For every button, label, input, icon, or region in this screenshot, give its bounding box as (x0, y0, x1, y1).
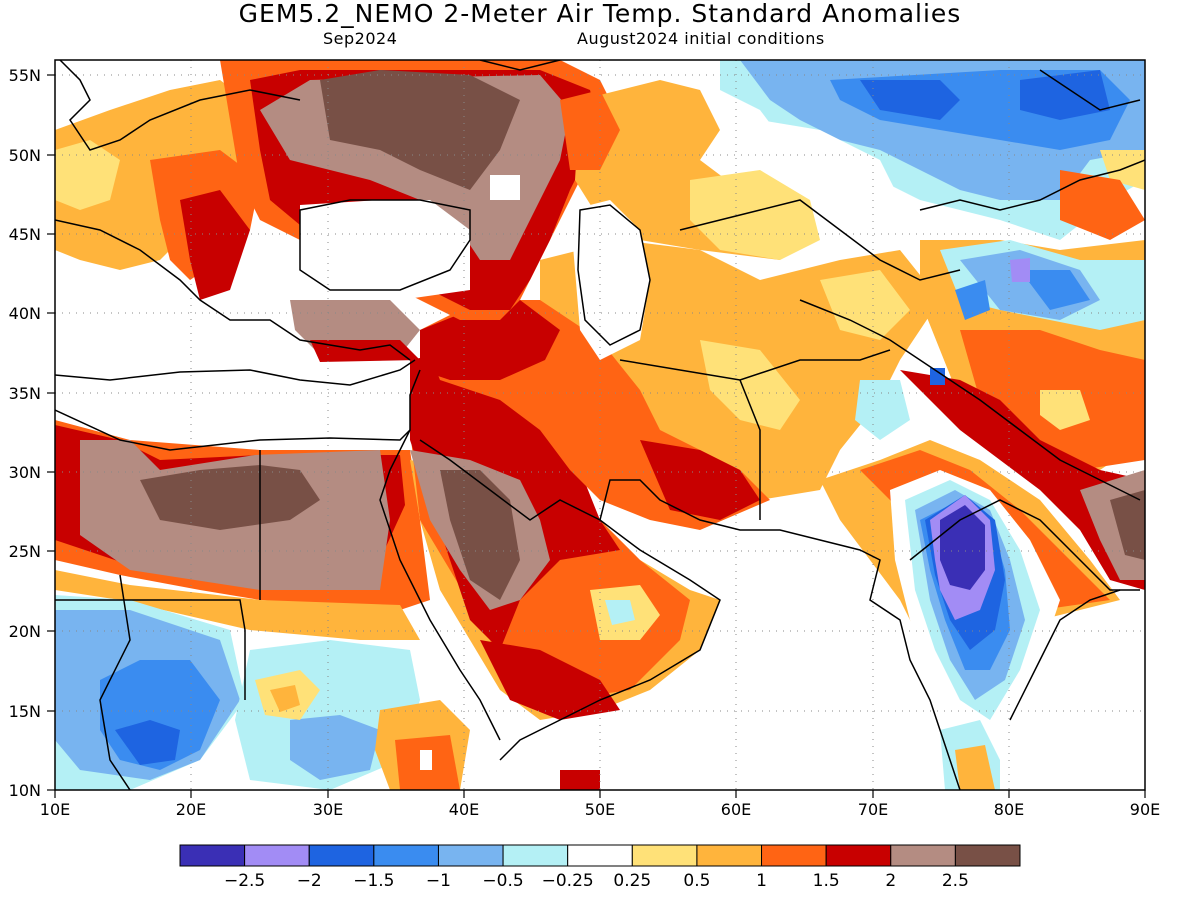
anomaly-region (490, 175, 520, 200)
anomaly-region (55, 570, 420, 640)
anomaly-region (180, 190, 250, 300)
axis-ticks (47, 74, 1146, 798)
anomaly-region (560, 770, 600, 790)
anomaly-region (955, 745, 995, 790)
colorbar-label: −1.5 (353, 871, 394, 891)
anomaly-region (270, 685, 300, 712)
anomaly-region (1020, 70, 1110, 120)
anomaly-region (955, 280, 990, 320)
anomaly-region (115, 720, 180, 765)
colorbar-swatch (244, 844, 310, 867)
colorbar-label: −2.5 (224, 871, 265, 891)
lat-tick-label: 50N (9, 146, 41, 165)
lon-tick-label: 50E (585, 800, 615, 819)
lon-tick-label: 60E (721, 800, 751, 819)
lat-tick-label: 20N (9, 622, 41, 641)
colorbar-label: 1.5 (813, 871, 840, 891)
anomaly-region (700, 340, 800, 430)
anomaly-region (290, 715, 380, 780)
anomaly-region (570, 200, 650, 360)
plot-title: GEM5.2_NEMO 2-Meter Air Temp. Standard A… (238, 0, 962, 28)
anomaly-region (420, 750, 432, 770)
colorbar: −2.5 −2 −1.5 −1 −0.5 −0.25 0.25 0.5 1 1.5 2 2.5 (179, 844, 1021, 891)
colorbar-swatch (308, 844, 375, 867)
lon-tick-label: 30E (313, 800, 343, 819)
anomaly-region (420, 300, 560, 380)
anomaly-region (690, 170, 820, 260)
colorbar-swatch (631, 844, 698, 867)
anomaly-region (560, 90, 620, 170)
anomaly-field (55, 60, 1145, 790)
anomaly-region (820, 270, 910, 340)
colorbar-label: −0.25 (542, 871, 594, 891)
lon-tick-label: 40E (449, 800, 479, 819)
colorbar-label: 2 (885, 871, 896, 891)
initial-conditions: August2024 initial conditions (577, 29, 825, 48)
anomaly-region (440, 470, 520, 600)
lat-tick-label: 35N (9, 384, 41, 403)
lon-tick-label: 70E (858, 800, 888, 819)
colorbar-swatch (696, 844, 763, 867)
anomaly-region (300, 200, 470, 300)
lon-tick-label: 10E (40, 800, 70, 819)
anomaly-region (1010, 258, 1030, 282)
anomaly-region (860, 80, 960, 120)
anomaly-region (760, 120, 900, 220)
anomaly-region (1020, 270, 1090, 310)
lat-tick-label: 10N (9, 781, 41, 800)
colorbar-swatch (567, 844, 633, 867)
lon-tick-label: 80E (994, 800, 1024, 819)
colorbar-swatch (437, 844, 504, 867)
colorbar-swatch (825, 844, 892, 867)
anomaly-region (320, 70, 520, 190)
anomaly-region (900, 370, 1145, 590)
anomaly-region (1110, 490, 1145, 560)
lat-tick-label: 45N (9, 225, 41, 244)
colorbar-label: −2 (297, 871, 322, 891)
anomaly-region (930, 368, 945, 385)
forecast-month: Sep2024 (323, 29, 398, 48)
colorbar-label: 1 (756, 871, 767, 891)
anomaly-region (1060, 170, 1145, 240)
coastlines (55, 60, 1145, 790)
anomaly-region (640, 440, 760, 520)
anomaly-region (1040, 390, 1090, 430)
lat-tick-label: 40N (9, 304, 41, 323)
lat-tick-label: 15N (9, 702, 41, 721)
lat-tick-label: 55N (9, 66, 41, 85)
lat-tick-label: 30N (9, 463, 41, 482)
lon-tick-label: 90E (1130, 800, 1160, 819)
colorbar-label: 2.5 (942, 871, 969, 891)
colorbar-label: 0.5 (683, 871, 710, 891)
anomaly-region (605, 600, 635, 625)
anomaly-region (480, 640, 620, 720)
colorbar-swatch (502, 844, 569, 867)
colorbar-swatch (179, 844, 246, 867)
colorbar-swatch (761, 844, 827, 867)
colorbar-label: 0.25 (613, 871, 651, 891)
grid-lines (55, 60, 1145, 790)
colorbar-label: −1 (426, 871, 451, 891)
colorbar-swatch (890, 844, 956, 867)
lon-tick-label: 20E (176, 800, 206, 819)
lat-tick-label: 25N (9, 542, 41, 561)
colorbar-label: −0.5 (482, 871, 523, 891)
colorbar-swatch (373, 844, 439, 867)
colorbar-swatch (954, 844, 1021, 867)
anomaly-region (855, 380, 910, 440)
anomaly-region (55, 140, 120, 210)
anomaly-region (140, 465, 320, 530)
